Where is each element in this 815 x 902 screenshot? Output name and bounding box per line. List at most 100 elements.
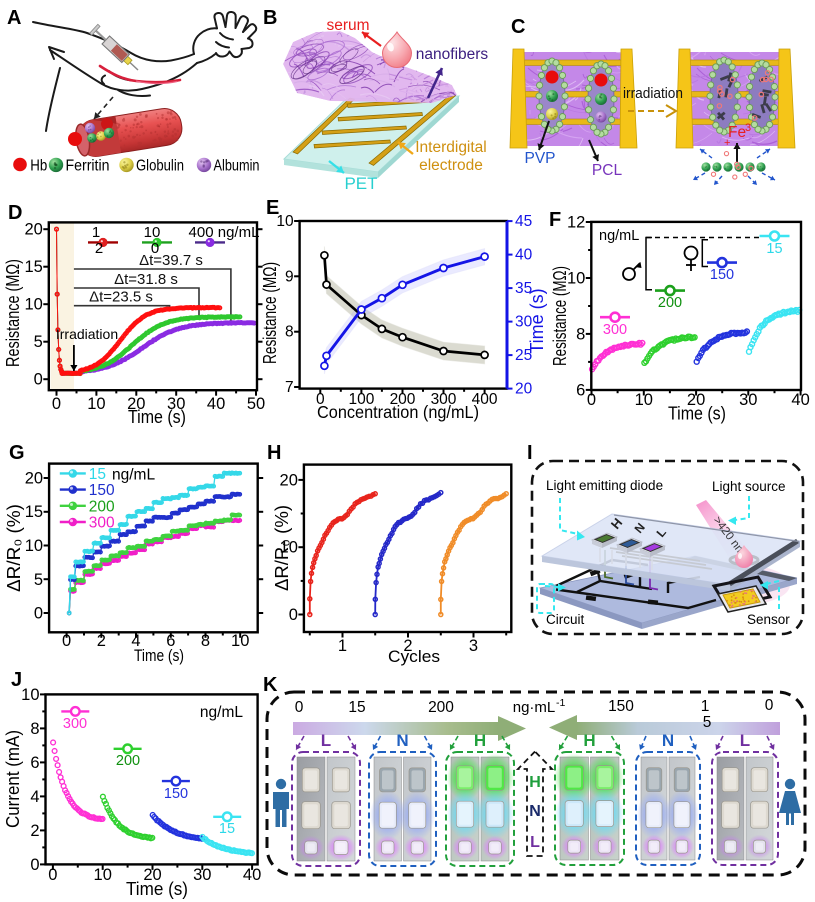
svg-text:F: F [549,209,561,231]
svg-text:-1: -1 [556,697,565,709]
svg-text:40: 40 [791,391,809,409]
svg-text:2: 2 [403,637,412,655]
svg-text:300: 300 [63,716,87,732]
svg-text:30: 30 [167,395,185,413]
svg-text:0: 0 [52,395,61,413]
svg-text:B: B [263,7,277,29]
svg-text:Time (s): Time (s) [128,407,186,427]
svg-text:25: 25 [515,347,532,364]
svg-text:35: 35 [515,280,532,297]
svg-text:I: I [527,442,533,464]
svg-text:30: 30 [515,314,533,331]
svg-text:Current (mA): Current (mA) [3,730,23,828]
svg-text:ng/mL: ng/mL [599,228,639,244]
svg-text:Fe: Fe [728,124,746,141]
svg-text:Ferritin: Ferritin [66,158,110,175]
svg-text:400 ng/mL: 400 ng/mL [189,224,260,241]
svg-text:4: 4 [131,632,140,650]
svg-text:Irradiation: Irradiation [56,326,118,342]
svg-text:J: J [11,669,22,691]
svg-text:4: 4 [30,788,39,806]
svg-text:10: 10 [87,395,105,413]
svg-text:0: 0 [62,632,71,650]
svg-text:irradiation: irradiation [623,85,683,102]
svg-text:6: 6 [576,381,585,399]
svg-text:N: N [529,803,541,820]
svg-text:40: 40 [515,247,533,264]
svg-text:1: 1 [701,698,710,715]
svg-text:2: 2 [97,632,106,650]
svg-text:8: 8 [30,720,39,738]
svg-text:Resistance (MΩ): Resistance (MΩ) [3,259,23,367]
svg-text:0: 0 [34,371,43,389]
svg-text:6: 6 [166,632,175,650]
svg-text:Concentration (ng/mL): Concentration (ng/mL) [317,402,479,422]
svg-text:3: 3 [469,637,478,655]
svg-text:15: 15 [89,466,106,483]
svg-text:40: 40 [207,395,225,413]
svg-text:20: 20 [143,866,161,884]
svg-text:Light emitting diode: Light emitting diode [546,478,663,493]
svg-text:0: 0 [34,605,43,623]
svg-text:15: 15 [25,503,43,521]
svg-text:10: 10 [94,866,112,884]
svg-text:0: 0 [48,866,57,884]
svg-text:L: L [321,731,331,750]
svg-text:Hb: Hb [30,158,47,175]
svg-text:H: H [583,731,595,750]
svg-text:Albumin: Albumin [214,158,260,175]
svg-text:10: 10 [635,391,653,409]
svg-text:5: 5 [34,333,43,351]
svg-text:Δt=31.8 s: Δt=31.8 s [114,271,178,288]
svg-text:150: 150 [710,267,734,283]
svg-text:6: 6 [30,754,39,772]
svg-text:PVP: PVP [524,150,555,167]
svg-text:10: 10 [280,539,298,557]
svg-text:1: 1 [338,637,347,655]
svg-text:15: 15 [24,258,42,276]
svg-text:Time (s): Time (s) [126,879,188,899]
svg-text:7: 7 [285,379,294,396]
svg-text:ΔR/R₀ (%): ΔR/R₀ (%) [272,505,292,591]
svg-text:Sensor: Sensor [747,612,790,627]
svg-text:300: 300 [431,391,457,408]
svg-text:30: 30 [193,866,211,884]
svg-text:N: N [662,731,674,750]
svg-text:0: 0 [30,856,39,874]
svg-text:3: 3 [745,122,751,134]
svg-text:8: 8 [576,325,585,343]
svg-text:0: 0 [289,606,298,624]
svg-text:L: L [530,834,540,851]
svg-text:150: 150 [164,786,188,802]
svg-text:0: 0 [765,697,774,714]
svg-text:200: 200 [390,391,416,408]
svg-text:electrode: electrode [419,157,483,174]
svg-text:150: 150 [89,482,115,499]
svg-text:Interdigital: Interdigital [415,139,487,156]
svg-text:20: 20 [515,381,533,398]
svg-text:Globulin: Globulin [136,158,184,175]
svg-text:15: 15 [766,241,782,257]
svg-text:10: 10 [21,686,39,704]
svg-text:15: 15 [219,821,235,837]
svg-text:Light source: Light source [712,479,786,494]
svg-text:Time (s): Time (s) [668,404,726,424]
svg-text:20: 20 [127,395,145,413]
svg-text:Circuit: Circuit [546,612,585,627]
svg-text:N: N [396,731,408,750]
svg-text:300: 300 [89,515,115,532]
svg-text:9: 9 [285,268,294,285]
svg-text:H: H [474,731,486,750]
svg-text:200: 200 [658,295,682,311]
svg-text:Δt=39.7 s: Δt=39.7 s [139,252,203,269]
svg-text:Resistance (MΩ): Resistance (MΩ) [550,266,570,366]
svg-text:15: 15 [348,699,365,716]
svg-text:20: 20 [25,470,43,488]
svg-text:10: 10 [144,224,161,241]
svg-text:ng/mL: ng/mL [200,704,243,721]
svg-text:K: K [263,674,278,696]
svg-text:100: 100 [348,391,374,408]
svg-text:0: 0 [151,240,159,257]
svg-text:20: 20 [24,221,42,239]
svg-text:150: 150 [608,698,634,715]
